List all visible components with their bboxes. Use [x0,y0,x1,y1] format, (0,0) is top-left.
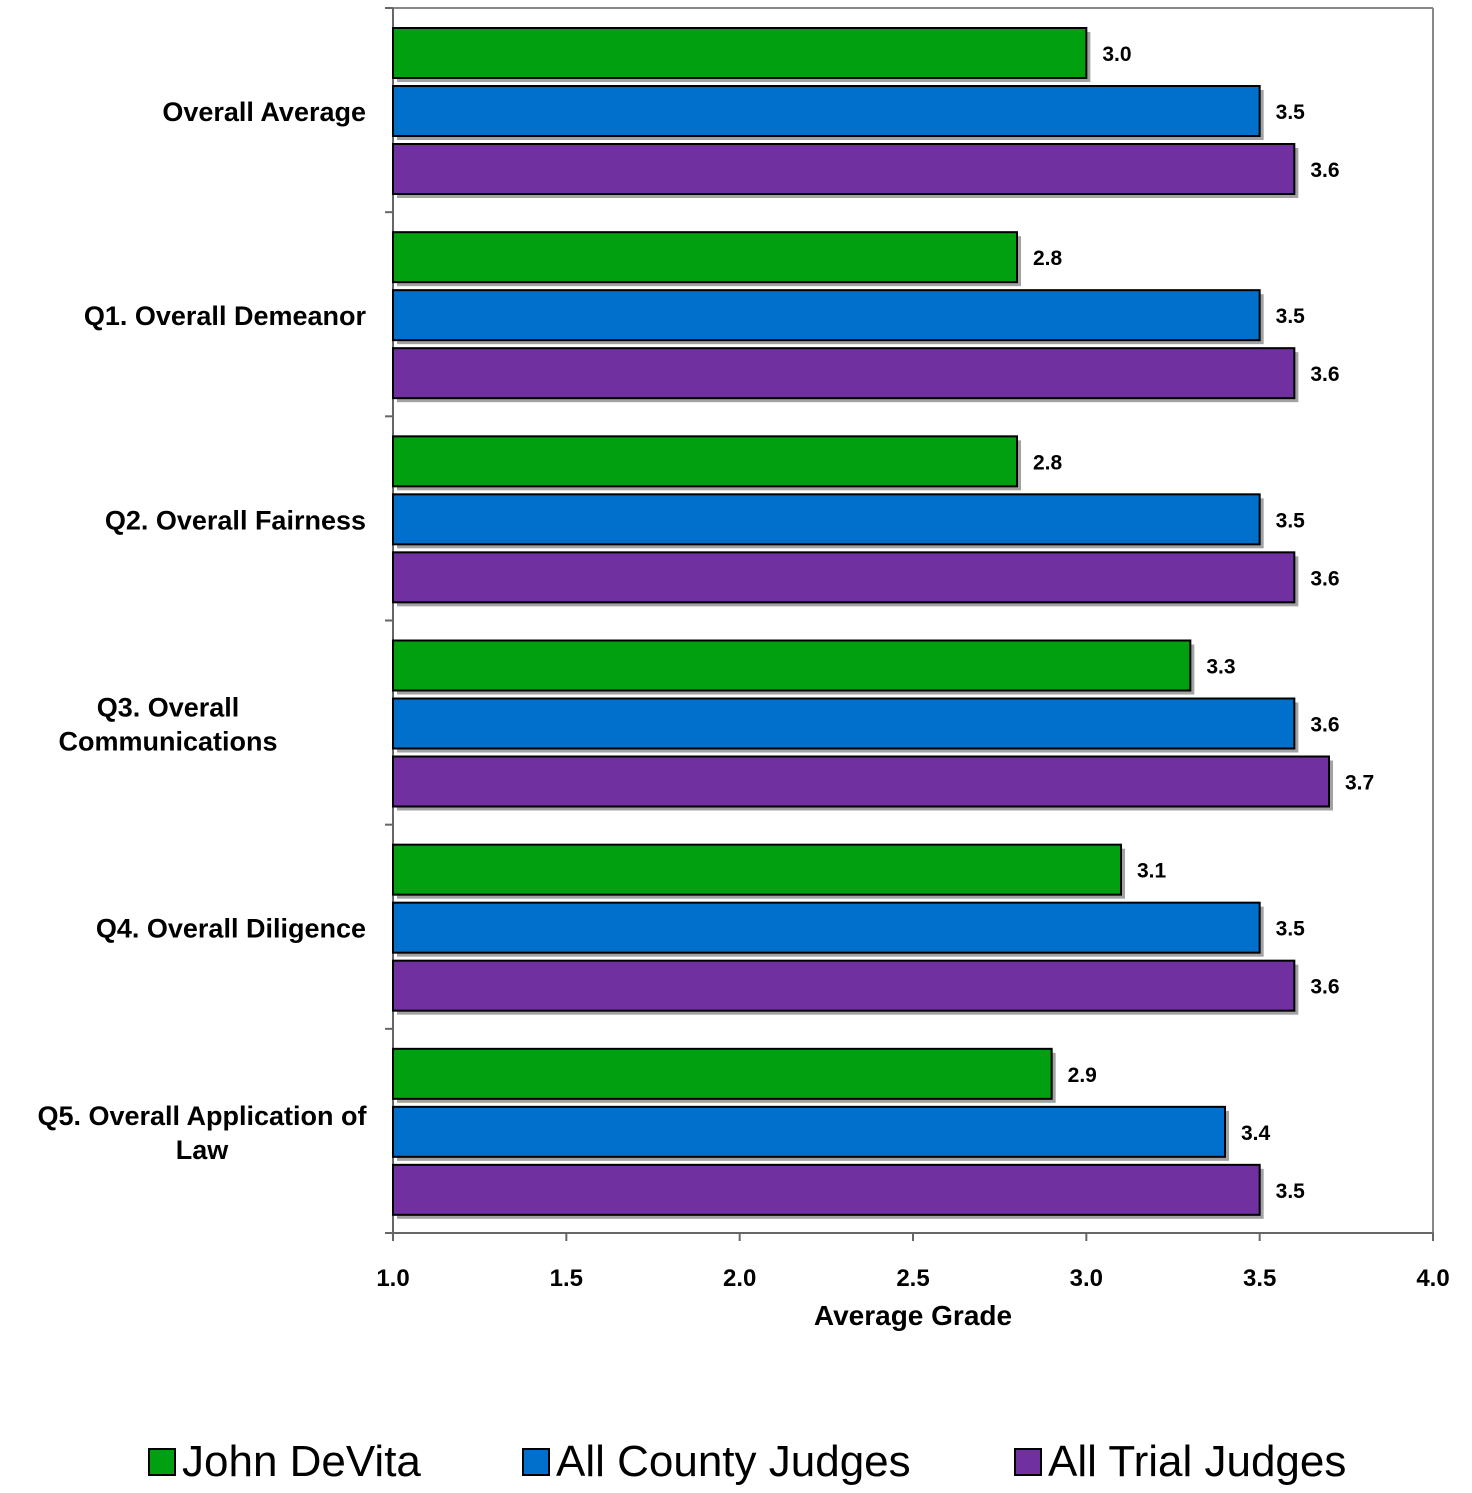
data-label: 3.5 [1276,918,1306,941]
data-label: 3.5 [1276,101,1306,124]
x-tick-label: 4.0 [1416,1265,1449,1292]
bar [392,755,1330,808]
bar [392,1105,1226,1158]
data-label: 3.6 [1310,363,1339,386]
bar [392,901,1261,954]
data-label: 3.6 [1310,976,1339,999]
legend-swatch-green [148,1448,176,1476]
data-label: 3.6 [1310,159,1339,182]
data-label: 3.5 [1276,509,1306,532]
x-tick-label: 1.5 [550,1265,583,1292]
bar [392,85,1261,137]
data-label: 3.7 [1345,772,1374,795]
bar [392,959,1296,1012]
legend-item-all-trial-judges: All Trial Judges [1014,1438,1346,1486]
data-label: 3.1 [1137,860,1167,883]
bar [392,639,1192,692]
data-label: 3.4 [1241,1122,1271,1145]
legend-label: All Trial Judges [1048,1437,1347,1486]
x-tick-label: 3.5 [1243,1265,1276,1292]
category-label: Q4. Overall Diligence [96,914,366,944]
data-label: 2.8 [1033,247,1063,270]
data-label: 3.3 [1206,656,1235,679]
bar [392,27,1088,79]
bar [392,697,1296,750]
data-label: 3.6 [1310,567,1339,590]
category-label: Q2. Overall Fairness [105,505,366,535]
bar [392,551,1296,604]
bar [392,1163,1261,1216]
x-tick-label: 2.0 [723,1265,756,1292]
data-label: 2.8 [1033,451,1063,474]
legend-item-john-devita: John DeVita [148,1438,421,1486]
category-label: Q5. Overall Application of Law [37,1101,367,1165]
category-labels: Overall Average Q1. Overall Demeanor Q2. O… [37,97,367,1165]
bar [392,143,1296,195]
bar [392,231,1018,284]
data-label: 3.6 [1310,714,1339,737]
x-tick-label: 1.0 [376,1265,409,1292]
legend-swatch-purple [1014,1448,1042,1476]
data-label: 3.5 [1276,1180,1306,1203]
legend-swatch-blue [522,1448,550,1476]
x-axis-title: Average Grade [814,1300,1012,1331]
bar [392,843,1122,896]
legend: John DeVita All County Judges All Trial … [0,1438,1472,1493]
legend-label: John DeVita [182,1437,421,1486]
category-label: Q1. Overall Demeanor [84,301,367,331]
x-tick-label: 3.0 [1070,1265,1103,1292]
x-tick-label: 2.5 [896,1265,929,1292]
category-label: Overall Average [162,97,366,127]
bar [392,435,1018,488]
bar [392,289,1261,342]
bar [392,1047,1053,1100]
x-axis-ticks: 1.0 1.5 2.0 2.5 3.0 3.5 4.0 [376,1233,1450,1292]
bar [392,347,1296,400]
data-label: 3.5 [1276,305,1306,328]
category-label: Q3. Overall Communications [58,693,277,757]
bars-group: 3.0 2.8 2.8 3.3 3.1 2.9 3.5 3.5 3.5 3.6 3.5 3.4 3.6 3… [392,27,1374,1219]
legend-label: All County Judges [556,1437,911,1486]
legend-item-all-county-judges: All County Judges [522,1438,911,1486]
data-label: 2.9 [1068,1064,1097,1087]
data-label: 3.0 [1102,43,1131,66]
bar [392,493,1261,546]
bar-chart: 3.0 2.8 2.8 3.3 3.1 2.9 3.5 3.5 3.5 3.6 3.5 3.4 3.6 3… [37,7,1450,1331]
